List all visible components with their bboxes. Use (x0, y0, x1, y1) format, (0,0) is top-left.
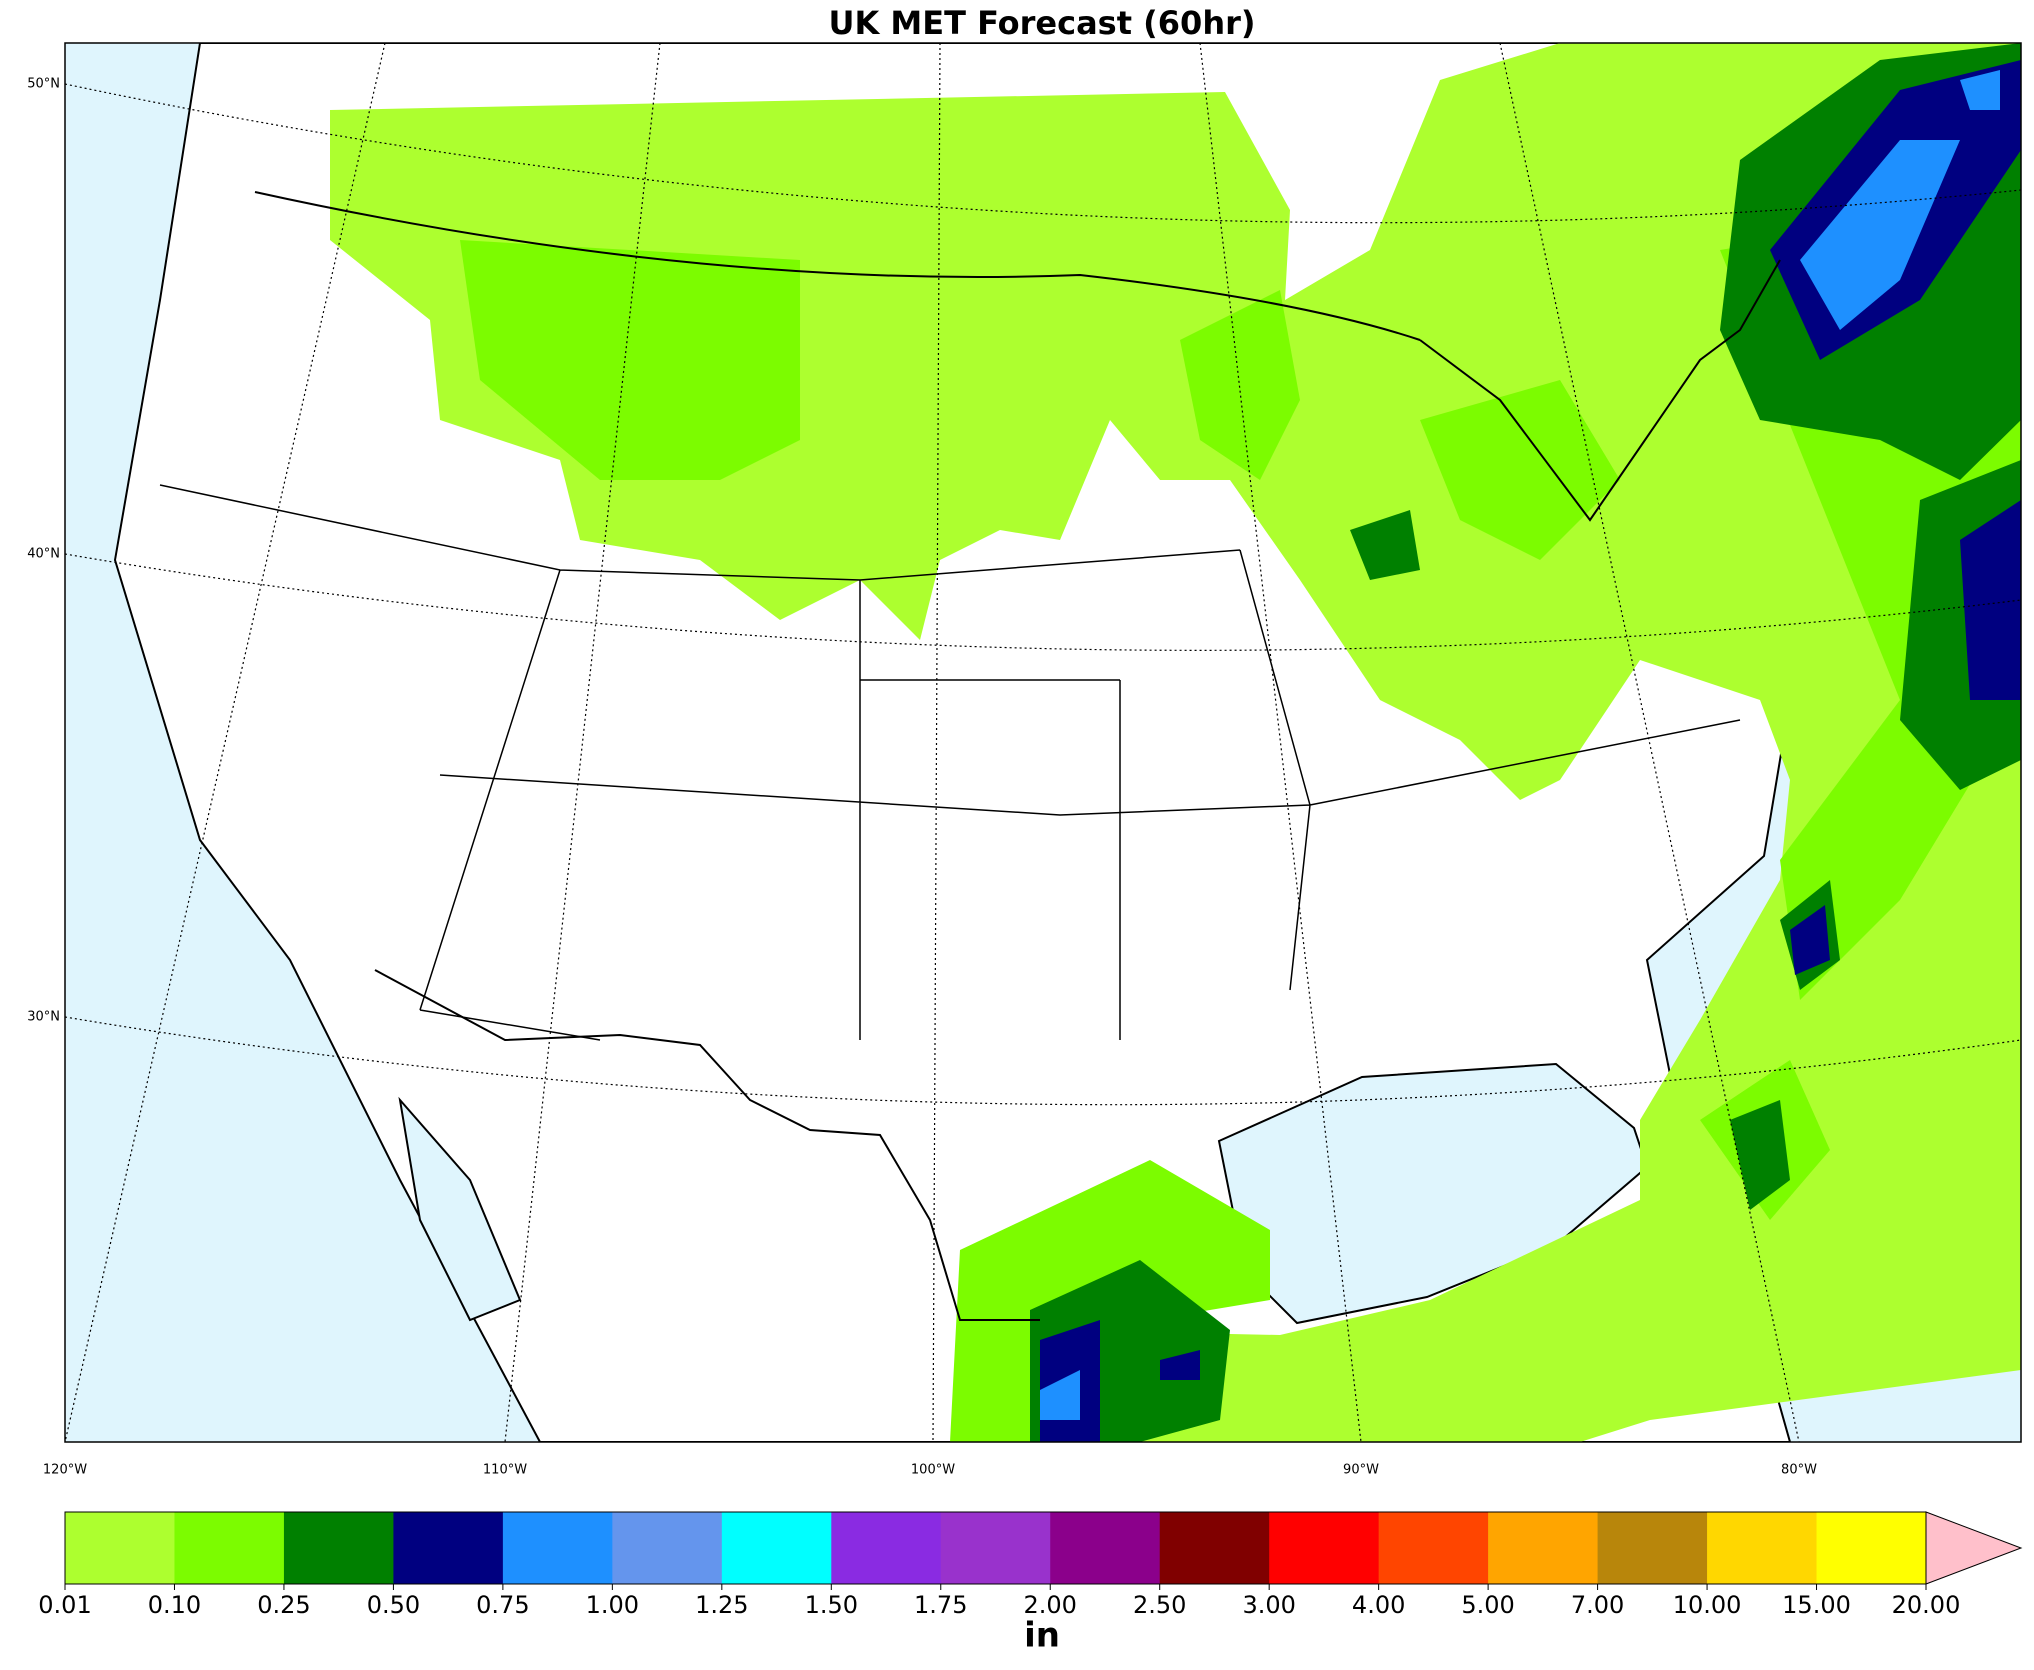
gulf-of-california (398, 1096, 522, 1322)
colorbar-label: 1.00 (586, 1591, 639, 1619)
lon-label: 110°W (483, 1463, 527, 1478)
colorbar-box (1707, 1512, 1818, 1584)
colorbar-box (1159, 1512, 1270, 1584)
canada-border (254, 191, 1421, 341)
colorbar-frame (64, 1511, 1927, 1585)
colorbar-label: 3.00 (1242, 1591, 1295, 1619)
colorbar-label: 0.10 (148, 1591, 201, 1619)
graticule (65, 553, 2021, 651)
colorbar-unit: in (1024, 1616, 1060, 1656)
colorbar-label: 1.75 (914, 1591, 967, 1619)
precip-heavy (1030, 43, 2021, 1442)
lon-label: 100°W (911, 1463, 955, 1478)
graticule (65, 43, 386, 1442)
map (65, 43, 2021, 1442)
map-frame (64, 42, 2022, 1443)
colorbar: 0.01 0.10 0.25 0.50 0.75 1.00 1.25 1.50 1.75 2.00… (38, 1511, 2023, 1619)
lat-label: 50°N (27, 77, 60, 92)
colorbar-box (1597, 1512, 1708, 1584)
colorbar-label: 2.00 (1024, 1591, 1077, 1619)
colorbar-label: 0.25 (257, 1591, 310, 1619)
canada-border-east (1419, 259, 1781, 522)
lat-label: 40°N (27, 547, 60, 562)
colorbar-label: 0.75 (476, 1591, 529, 1619)
colorbar-box (65, 1512, 175, 1584)
colorbar-box (612, 1512, 723, 1584)
colorbar-box (721, 1512, 832, 1584)
colorbar-box (1050, 1512, 1161, 1584)
graticule (65, 83, 2021, 224)
lon-label: 80°W (1781, 1463, 1817, 1478)
colorbar-box (831, 1512, 942, 1584)
colorbar-box (393, 1512, 504, 1584)
colorbar-label: 10.00 (1673, 1591, 1742, 1619)
colorbar-label: 15.00 (1782, 1591, 1851, 1619)
gulf (1217, 1062, 1649, 1325)
colorbar-label: 20.00 (1892, 1591, 1961, 1619)
graticule (932, 43, 941, 1442)
mexico-border (374, 969, 1040, 1321)
map-title: UK MET Forecast (60hr) (828, 4, 1255, 42)
colorbar-box (1378, 1512, 1489, 1584)
colorbar-box (1488, 1512, 1599, 1584)
graticule (1499, 43, 1800, 1442)
colorbar-box (502, 1512, 613, 1584)
colorbar-label: 0.01 (38, 1591, 91, 1619)
graticule (65, 1016, 2021, 1106)
lon-label: 90°W (1343, 1463, 1379, 1478)
colorbar-extend (1925, 1511, 2023, 1585)
colorbar-label: 1.25 (695, 1591, 748, 1619)
colorbar-label: 7.00 (1571, 1591, 1624, 1619)
colorbar-label: 1.50 (805, 1591, 858, 1619)
colorbar-label: 5.00 (1461, 1591, 1514, 1619)
colorbar-box (283, 1512, 394, 1584)
colorbar-box (1816, 1512, 1927, 1584)
labels: 50°N 40°N 30°N 120°W 110°W 100°W 90°W 80°W (27, 77, 1817, 1478)
state-borders (159, 484, 1741, 1041)
colorbar-box (174, 1512, 285, 1584)
colorbar-label: 4.00 (1352, 1591, 1405, 1619)
colorbar-box (1269, 1512, 1380, 1584)
precip-extreme (1040, 70, 2000, 1420)
colorbar-label: 0.50 (367, 1591, 420, 1619)
colorbar-box (940, 1512, 1051, 1584)
colorbar-label: 2.50 (1133, 1591, 1186, 1619)
lat-label: 30°N (27, 1010, 60, 1025)
lon-label: 120°W (43, 1463, 87, 1478)
